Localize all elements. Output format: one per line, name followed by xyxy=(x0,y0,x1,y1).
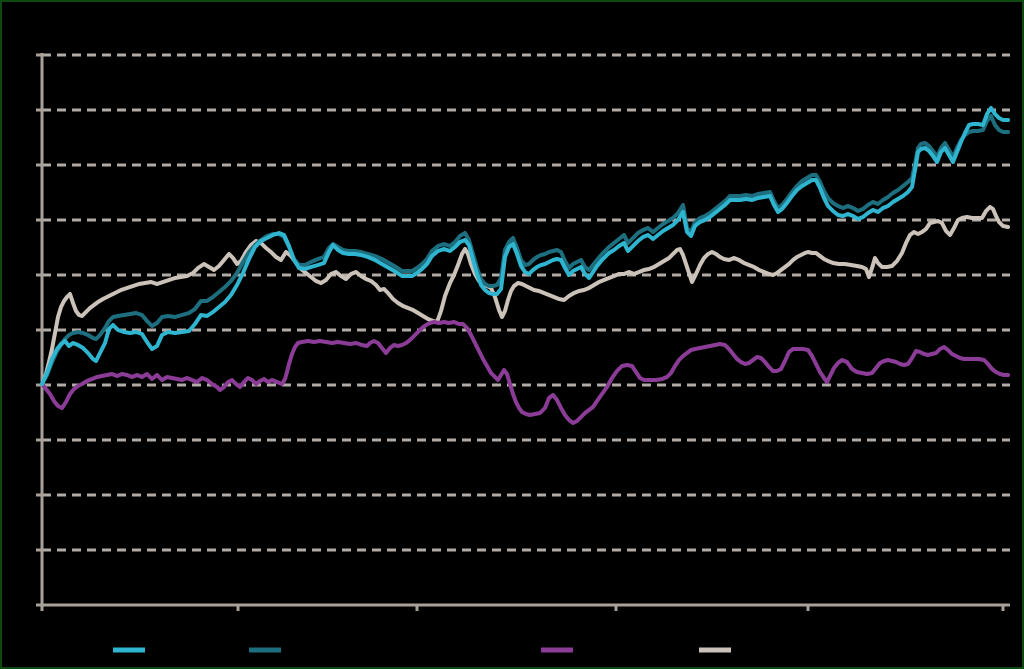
series-lines xyxy=(40,106,1010,425)
series-gray-line xyxy=(40,205,1010,386)
series-cyan-line xyxy=(40,106,1010,386)
axes xyxy=(36,53,1010,611)
series-teal-line xyxy=(40,114,1010,386)
gridlines xyxy=(42,53,1010,552)
series-purple-line xyxy=(40,320,1010,425)
